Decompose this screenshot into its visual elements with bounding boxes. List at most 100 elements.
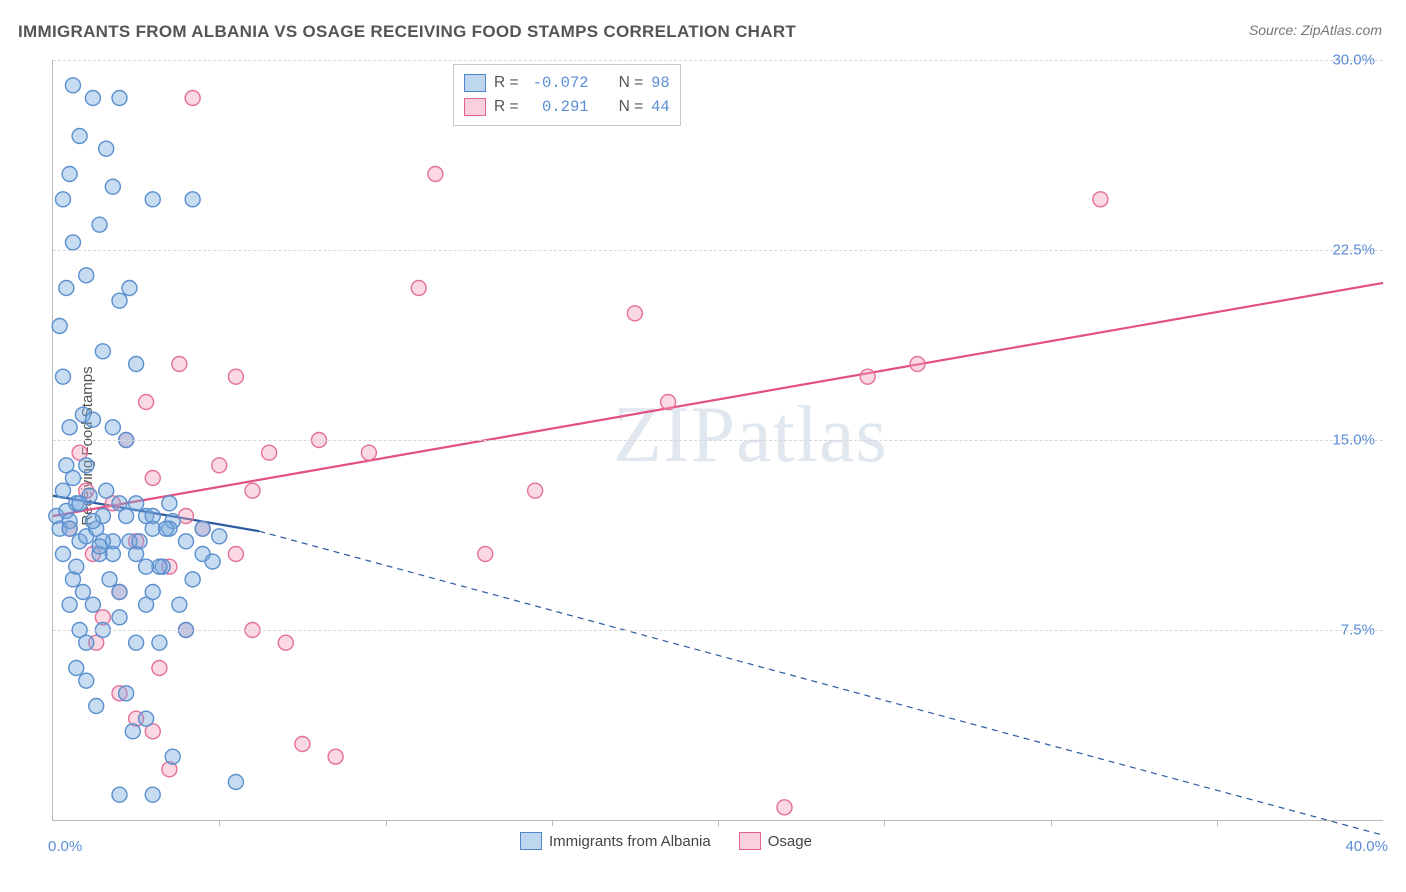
scatter-point-albania — [92, 539, 107, 554]
scatter-point-albania — [85, 412, 100, 427]
scatter-point-albania — [79, 635, 94, 650]
scatter-point-albania — [62, 521, 77, 536]
scatter-point-albania — [228, 775, 243, 790]
scatter-point-albania — [62, 167, 77, 182]
scatter-point-albania — [59, 281, 74, 296]
scatter-point-osage — [411, 281, 426, 296]
scatter-point-albania — [125, 724, 140, 739]
stats-row-albania: R = -0.072 N = 98 — [464, 71, 670, 95]
x-tick — [1051, 820, 1052, 826]
scatter-point-albania — [62, 420, 77, 435]
scatter-point-albania — [145, 787, 160, 802]
x-tick — [386, 820, 387, 826]
scatter-point-osage — [860, 369, 875, 384]
scatter-point-osage — [278, 635, 293, 650]
n-label-2: N = — [619, 95, 644, 119]
trend-osage — [53, 283, 1383, 516]
scatter-point-albania — [139, 711, 154, 726]
scatter-point-osage — [361, 445, 376, 460]
scatter-point-albania — [65, 471, 80, 486]
scatter-point-osage — [245, 483, 260, 498]
scatter-point-albania — [85, 91, 100, 106]
scatter-point-albania — [55, 192, 70, 207]
swatch-albania — [464, 74, 486, 92]
scatter-point-albania — [195, 521, 210, 536]
y-tick-label: 30.0% — [1332, 52, 1375, 69]
scatter-point-albania — [129, 357, 144, 372]
y-tick-label: 7.5% — [1341, 622, 1375, 639]
scatter-point-albania — [112, 610, 127, 625]
scatter-point-osage — [478, 547, 493, 562]
legend-item-osage: Osage — [739, 832, 812, 850]
swatch-osage-bottom — [739, 832, 761, 850]
stats-legend: R = -0.072 N = 98 R = 0.291 N = 44 — [453, 64, 681, 126]
scatter-point-albania — [162, 496, 177, 511]
x-tick — [552, 820, 553, 826]
scatter-point-osage — [627, 306, 642, 321]
y-tick-label: 15.0% — [1332, 432, 1375, 449]
scatter-point-albania — [99, 483, 114, 498]
albania-n: 98 — [651, 71, 670, 95]
chart-title: IMMIGRANTS FROM ALBANIA VS OSAGE RECEIVI… — [18, 22, 796, 42]
bottom-legend: Immigrants from Albania Osage — [520, 832, 812, 850]
scatter-point-osage — [328, 749, 343, 764]
legend-label-osage: Osage — [768, 833, 812, 850]
scatter-point-albania — [65, 78, 80, 93]
scatter-point-albania — [129, 635, 144, 650]
scatter-point-albania — [102, 572, 117, 587]
scatter-point-albania — [62, 597, 77, 612]
scatter-point-osage — [212, 458, 227, 473]
scatter-point-albania — [205, 554, 220, 569]
scatter-point-osage — [777, 800, 792, 815]
scatter-point-albania — [79, 673, 94, 688]
scatter-point-albania — [99, 141, 114, 156]
osage-n: 44 — [651, 95, 670, 119]
scatter-point-albania — [69, 661, 84, 676]
y-tick-label: 22.5% — [1332, 242, 1375, 259]
scatter-point-albania — [72, 129, 87, 144]
chart-plot-area: ZIPatlas R = -0.072 N = 98 R = 0.291 N =… — [52, 60, 1383, 821]
legend-item-albania: Immigrants from Albania — [520, 832, 711, 850]
scatter-point-albania — [185, 572, 200, 587]
stats-row-osage: R = 0.291 N = 44 — [464, 95, 670, 119]
scatter-point-albania — [52, 319, 67, 334]
x-axis-min-label: 0.0% — [48, 838, 82, 855]
scatter-point-albania — [89, 699, 104, 714]
scatter-point-albania — [122, 281, 137, 296]
scatter-point-osage — [262, 445, 277, 460]
scatter-point-osage — [185, 91, 200, 106]
albania-r: -0.072 — [527, 71, 589, 95]
scatter-point-albania — [75, 585, 90, 600]
x-axis-max-label: 40.0% — [1345, 838, 1388, 855]
gridline — [53, 440, 1383, 441]
n-label: N = — [619, 71, 644, 95]
scatter-point-albania — [95, 344, 110, 359]
scatter-point-osage — [428, 167, 443, 182]
scatter-point-albania — [72, 496, 87, 511]
scatter-point-albania — [112, 91, 127, 106]
scatter-point-albania — [132, 534, 147, 549]
swatch-osage — [464, 98, 486, 116]
gridline — [53, 630, 1383, 631]
legend-label-albania: Immigrants from Albania — [549, 833, 711, 850]
scatter-point-albania — [145, 192, 160, 207]
scatter-point-osage — [228, 369, 243, 384]
scatter-point-osage — [228, 547, 243, 562]
x-tick — [219, 820, 220, 826]
scatter-point-osage — [152, 661, 167, 676]
scatter-point-albania — [55, 547, 70, 562]
scatter-point-osage — [910, 357, 925, 372]
scatter-point-osage — [145, 471, 160, 486]
scatter-point-albania — [179, 534, 194, 549]
scatter-point-albania — [69, 559, 84, 574]
scatter-point-albania — [112, 585, 127, 600]
trend-albania-dashed — [259, 531, 1383, 835]
scatter-point-albania — [185, 192, 200, 207]
scatter-point-albania — [55, 483, 70, 498]
scatter-point-albania — [119, 686, 134, 701]
scatter-point-albania — [105, 420, 120, 435]
x-tick — [884, 820, 885, 826]
scatter-point-albania — [112, 787, 127, 802]
scatter-point-albania — [165, 749, 180, 764]
scatter-point-osage — [139, 395, 154, 410]
